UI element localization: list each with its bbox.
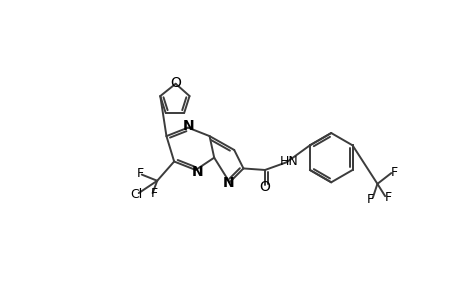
- Text: HN: HN: [279, 155, 297, 168]
- Text: N: N: [191, 164, 202, 178]
- Text: F: F: [150, 187, 157, 200]
- Text: N: N: [183, 119, 194, 133]
- Text: F: F: [390, 166, 397, 179]
- Text: Cl: Cl: [130, 188, 142, 201]
- Text: F: F: [136, 167, 144, 180]
- Text: F: F: [366, 193, 373, 206]
- Text: O: O: [259, 180, 270, 194]
- Text: F: F: [384, 191, 391, 204]
- Text: N: N: [223, 176, 234, 190]
- Text: O: O: [170, 76, 181, 90]
